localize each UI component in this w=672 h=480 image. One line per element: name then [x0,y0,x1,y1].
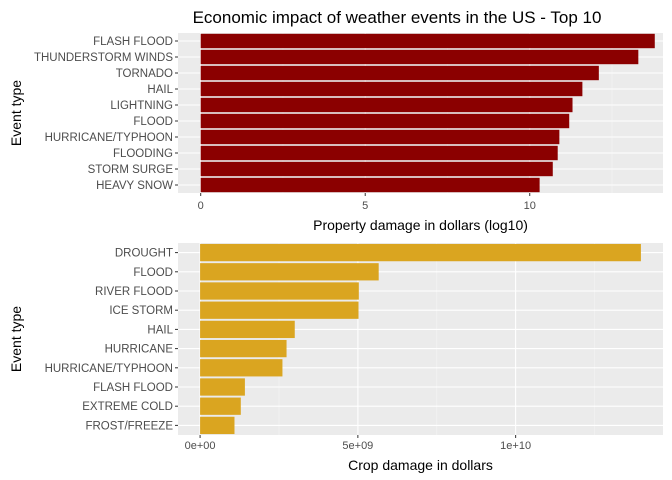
property-damage-chart: FLASH FLOOD THUNDERSTORM WINDS TORNADO HAIL… [8,33,663,233]
category-label: THUNDERSTORM WINDS [34,52,173,64]
y-axis-title: Event type [8,80,24,146]
category-label: LIGHTNING [110,100,173,112]
category-label: HAIL [147,84,173,96]
bar [200,161,553,177]
category-label: FLASH FLOOD [93,36,173,48]
x-tick-label: 1e+10 [500,440,531,452]
x-axis-title: Property damage in dollars (log10) [313,217,528,233]
crop-damage-chart: DROUGHT FLOOD RIVER FLOOD ICE STORM HAIL HURR… [8,243,663,473]
category-label: HEAVY SNOW [96,180,173,192]
bar [200,339,287,358]
x-tick-label: 0e+00 [185,440,216,452]
category-label: TORNADO [116,68,173,80]
bar [200,33,655,49]
bar [200,177,540,193]
bar [200,301,359,319]
y-axis-title: Event type [8,306,24,372]
category-label: FLOOD [133,116,173,128]
bar [200,113,570,129]
x-axis-title: Crop damage in dollars [348,457,493,473]
category-label: FLOODING [113,148,173,160]
category-label: DROUGHT [115,248,173,260]
x-tick-label: 5e+09 [342,440,373,452]
x-tick-label: 10 [524,200,536,212]
category-label: RIVER FLOOD [95,286,173,298]
category-label: HURRICANE [105,344,174,356]
bar [200,378,245,396]
x-tick-label: 0 [198,200,204,212]
x-tick-label: 5 [362,200,368,212]
bar [200,129,560,145]
bar [200,320,295,339]
bar [200,81,583,97]
category-label: ICE STORM [109,305,173,317]
bar [200,243,641,262]
bar [200,65,599,81]
bar [200,263,379,281]
bar [200,397,241,415]
category-label: HAIL [147,324,173,336]
bar [200,416,235,435]
bar [200,49,639,65]
category-label: FLOOD [133,267,173,279]
bar [200,97,573,113]
category-label: EXTREME COLD [82,401,173,413]
category-label: FLASH FLOOD [93,382,173,394]
bar [200,145,558,161]
chart-title: Economic impact of weather events in the… [193,8,602,27]
bar [200,359,283,377]
bar [200,282,359,300]
category-label: HURRICANE/TYPHOON [45,132,173,144]
category-label: HURRICANE/TYPHOON [45,363,173,375]
category-label: STORM SURGE [88,164,174,176]
category-label: FROST/FREEZE [85,420,173,432]
